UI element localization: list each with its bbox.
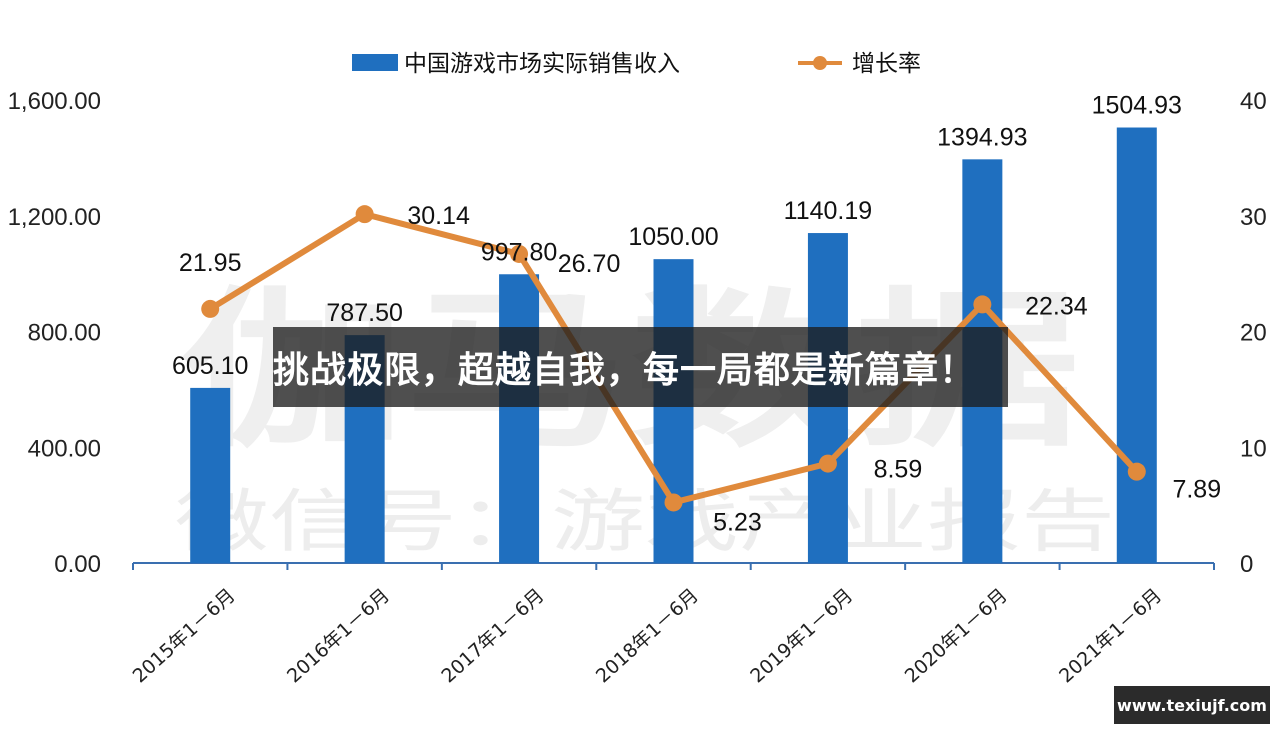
legend-label-growth: 增长率 bbox=[852, 51, 921, 77]
growth-point bbox=[818, 454, 837, 473]
growth-value-label: 26.70 bbox=[558, 250, 621, 278]
site-badge[interactable]: www.texiujf.com bbox=[1114, 686, 1270, 724]
growth-value-label: 22.34 bbox=[1025, 292, 1088, 320]
growth-point bbox=[510, 244, 529, 263]
y-left-tick-label: 400.00 bbox=[28, 435, 101, 462]
legend-swatch-growth-marker bbox=[813, 56, 827, 70]
y-left-tick-label: 0.00 bbox=[54, 551, 101, 578]
bar-value-label: 605.10 bbox=[172, 352, 248, 380]
bar-value-label: 997.80 bbox=[481, 238, 557, 266]
x-tick-label: 2020年1－6月 bbox=[901, 584, 1012, 687]
bar-value-label: 1050.00 bbox=[628, 223, 718, 251]
x-tick-label: 2021年1－6月 bbox=[1055, 584, 1166, 687]
x-tick-label: 2015年1－6月 bbox=[129, 584, 240, 687]
y-left-tick-label: 1,200.00 bbox=[8, 204, 101, 231]
watermark-line2: 微信号：游戏产业报告 bbox=[175, 483, 1115, 562]
y-left-tick-label: 1,600.00 bbox=[8, 88, 101, 115]
growth-point bbox=[973, 295, 992, 314]
bar bbox=[653, 259, 694, 563]
y-right-tick-label: 30 bbox=[1240, 204, 1267, 231]
bar-value-label: 1394.93 bbox=[937, 123, 1027, 151]
y-right-tick-label: 40 bbox=[1240, 88, 1267, 115]
bar-value-label: 1504.93 bbox=[1092, 92, 1182, 120]
promo-banner-text: 挑战极限，超越自我，每一局都是新篇章！ bbox=[273, 350, 977, 391]
growth-value-label: 21.95 bbox=[179, 249, 242, 277]
x-tick-label: 2017年1－6月 bbox=[437, 584, 548, 687]
y-left-tick-label: 800.00 bbox=[28, 320, 101, 347]
y-right-tick-label: 10 bbox=[1240, 435, 1267, 462]
bar bbox=[1116, 127, 1157, 564]
x-tick-label: 2016年1－6月 bbox=[283, 584, 394, 687]
growth-value-label: 5.23 bbox=[713, 508, 762, 536]
growth-point bbox=[664, 493, 683, 512]
growth-value-label: 30.14 bbox=[407, 202, 470, 230]
bar-value-label: 787.50 bbox=[326, 299, 402, 327]
legend: 中国游戏市场实际销售收入 增长率 bbox=[352, 51, 921, 77]
growth-line bbox=[201, 205, 1146, 512]
data-labels: 605.10 787.50 997.80 1050.00 1140.19 1394.93 1… bbox=[172, 92, 1221, 537]
y-right-tick-label: 20 bbox=[1240, 320, 1267, 347]
growth-value-label: 8.59 bbox=[874, 456, 923, 484]
x-tick-label: 2018年1－6月 bbox=[592, 584, 703, 687]
x-tick-label: 2019年1－6月 bbox=[746, 584, 857, 687]
growth-point bbox=[355, 205, 374, 224]
legend-label-revenue: 中国游戏市场实际销售收入 bbox=[404, 51, 680, 77]
legend-swatch-revenue bbox=[352, 54, 398, 71]
bar bbox=[190, 387, 231, 563]
growth-point bbox=[1127, 462, 1146, 481]
growth-value-label: 7.89 bbox=[1172, 476, 1221, 504]
growth-point bbox=[201, 299, 220, 318]
bar-value-label: 1140.19 bbox=[784, 197, 873, 225]
y-right-tick-label: 0 bbox=[1240, 551, 1253, 578]
promo-banner: 挑战极限，超越自我，每一局都是新篇章！ bbox=[273, 327, 1008, 407]
bar bbox=[499, 274, 540, 563]
